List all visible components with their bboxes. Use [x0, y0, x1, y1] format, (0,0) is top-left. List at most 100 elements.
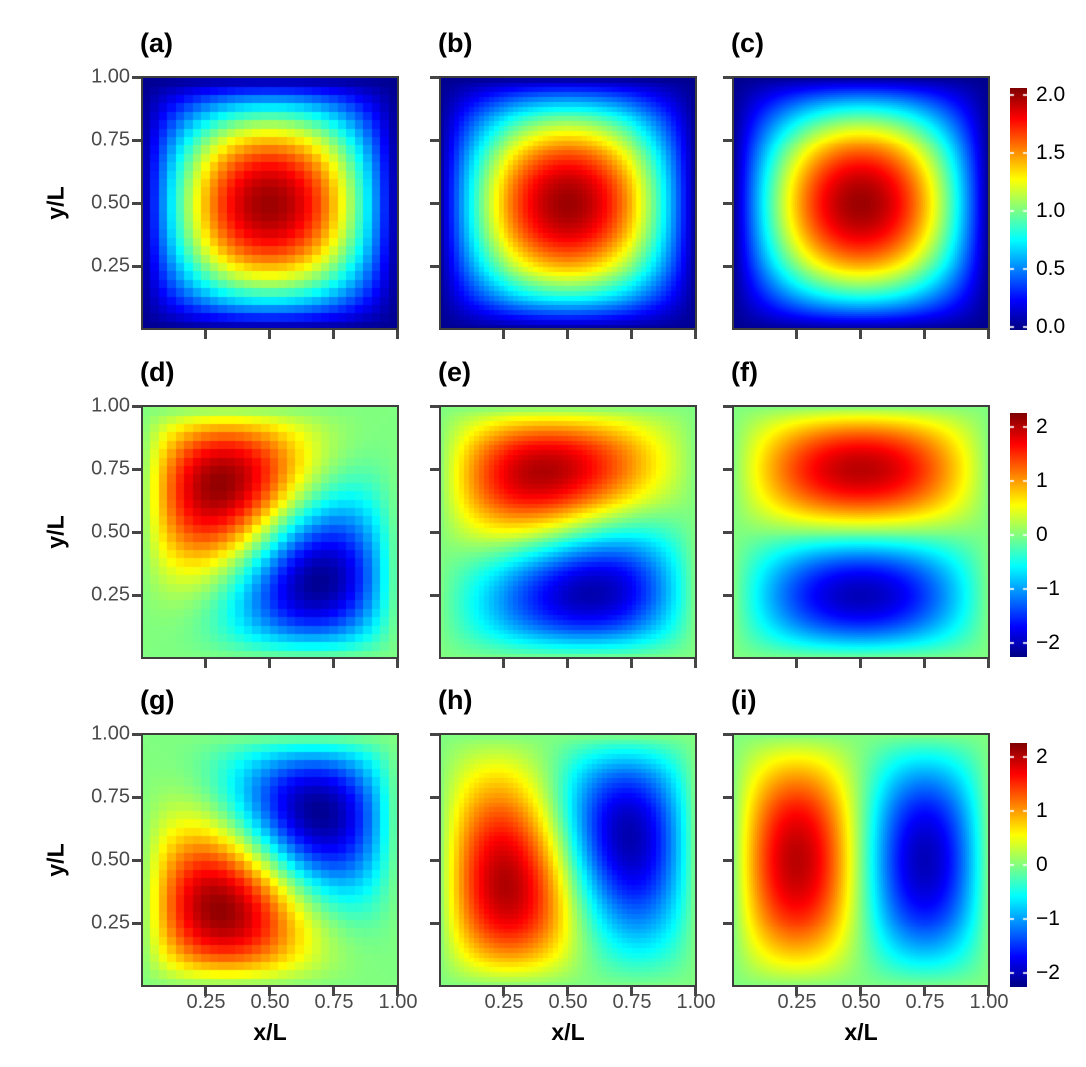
- x-axis-tick-mark: [795, 659, 798, 668]
- x-axis-tick-mark: [566, 659, 569, 668]
- colorbar-tick-label: 2.0: [1036, 83, 1066, 106]
- x-tick-label: 0.25: [777, 991, 817, 1013]
- y-axis-tick-mark: [132, 138, 141, 142]
- y-axis-tick-mark: [132, 467, 141, 471]
- heatmap-canvas-d: [142, 406, 398, 658]
- colorbar-tick-label: 0: [1036, 853, 1048, 876]
- y-axis-tick-mark: [430, 75, 439, 79]
- colorbar-tick-label: −2: [1036, 961, 1060, 984]
- x-axis-title-col3: x/L: [844, 1019, 878, 1045]
- colorbar-tick-label: 2: [1036, 415, 1048, 438]
- x-axis-tick-mark: [630, 987, 633, 996]
- y-axis-tick-mark: [132, 201, 141, 205]
- x-axis-tick-mark: [694, 330, 697, 339]
- heatmap-panel-h: [430, 732, 697, 996]
- y-tick-label: 0.25: [91, 583, 130, 606]
- colorbar-tick-label: 2: [1036, 745, 1048, 768]
- x-axis-tick-mark: [923, 987, 926, 996]
- y-axis-tick-mark: [723, 530, 732, 534]
- heatmap-panel-i: [723, 732, 990, 996]
- y-axis-tick-mark: [430, 201, 439, 205]
- y-tick-label: 1.00: [91, 65, 130, 88]
- y-tick-label: 0.75: [91, 128, 130, 151]
- panel-label-a: (a): [140, 28, 173, 58]
- y-axis-tick-mark: [132, 264, 141, 268]
- y-tick-label: 0.25: [91, 911, 130, 934]
- x-tick-label: 1.00: [969, 991, 1009, 1013]
- x-tick-label: 1.00: [676, 991, 716, 1013]
- panel-label-h: (h): [438, 685, 473, 715]
- x-axis-tick-mark: [566, 330, 569, 339]
- y-axis-tick-mark: [723, 593, 732, 597]
- colorbar-tick-label: 1.0: [1036, 199, 1066, 222]
- y-axis-tick-mark: [723, 732, 732, 736]
- x-axis-tick-mark: [204, 659, 207, 668]
- heatmap-canvas-g: [142, 734, 398, 986]
- y-axis-title-row3: y/L: [42, 843, 69, 877]
- colorbar-tick-label: 0: [1036, 523, 1048, 546]
- x-axis-tick-mark: [396, 659, 399, 668]
- y-axis-tick-mark: [132, 404, 141, 408]
- heatmap-canvas-h: [440, 734, 696, 986]
- y-tick-label: 0.50: [91, 191, 130, 214]
- y-axis-tick-mark: [430, 264, 439, 268]
- heatmap-canvas-e: [440, 406, 696, 658]
- panel-label-e: (e): [438, 357, 471, 387]
- colorbar-tick-label: 1: [1036, 469, 1048, 492]
- heatmap-canvas-i: [733, 734, 989, 986]
- y-axis-tick-mark: [723, 75, 732, 79]
- y-axis-tick-mark: [132, 530, 141, 534]
- y-axis-tick-mark: [430, 467, 439, 471]
- colorbar-tick-label: −2: [1036, 631, 1060, 654]
- y-tick-label: 1.00: [91, 722, 130, 745]
- y-axis-tick-mark: [723, 201, 732, 205]
- y-axis-tick-mark: [430, 138, 439, 142]
- x-tick-label: 0.75: [314, 991, 354, 1013]
- colorbar-tick-label: −1: [1036, 907, 1060, 930]
- panel-label-d: (d): [140, 357, 175, 387]
- x-axis-tick-mark: [204, 987, 207, 996]
- x-axis-tick-mark: [502, 659, 505, 668]
- y-tick-label: 0.25: [91, 254, 130, 277]
- x-axis-tick-mark: [332, 659, 335, 668]
- x-axis-tick-mark: [795, 330, 798, 339]
- heatmap-panel-d: [132, 404, 399, 668]
- y-axis-tick-mark: [430, 530, 439, 534]
- heatmap-panel-a: [132, 75, 399, 339]
- y-axis-tick-mark: [723, 467, 732, 471]
- panel-label-c: (c): [731, 28, 764, 58]
- x-axis-tick-mark: [630, 659, 633, 668]
- x-axis-tick-mark: [923, 330, 926, 339]
- colorbar-tick-label: 0.0: [1036, 315, 1066, 338]
- y-axis-tick-mark: [132, 593, 141, 597]
- y-tick-label: 1.00: [91, 394, 130, 417]
- y-axis-tick-mark: [430, 795, 439, 799]
- y-axis-tick-mark: [430, 732, 439, 736]
- colorbar-row3: [1010, 743, 1027, 987]
- x-axis-tick-mark: [859, 987, 862, 996]
- x-axis-tick-mark: [694, 987, 697, 996]
- colorbar-tick-label: 0.5: [1036, 257, 1066, 280]
- y-tick-label: 0.50: [91, 848, 130, 871]
- x-axis-tick-mark: [795, 987, 798, 996]
- y-axis-tick-mark: [132, 732, 141, 736]
- x-axis-tick-mark: [566, 987, 569, 996]
- x-tick-label: 0.50: [841, 991, 881, 1013]
- y-axis-tick-mark: [723, 138, 732, 142]
- y-axis-title-row2: y/L: [42, 515, 69, 549]
- y-axis-tick-mark: [430, 404, 439, 408]
- x-axis-tick-mark: [859, 659, 862, 668]
- x-axis-tick-mark: [694, 659, 697, 668]
- heatmap-panel-b: [430, 75, 697, 339]
- x-axis-tick-mark: [268, 987, 271, 996]
- x-axis-tick-mark: [396, 330, 399, 339]
- y-axis-tick-mark: [132, 75, 141, 79]
- y-axis-tick-mark: [723, 404, 732, 408]
- x-tick-label: 0.75: [612, 991, 652, 1013]
- x-axis-title-col2: x/L: [551, 1019, 585, 1045]
- x-tick-label: 0.25: [484, 991, 524, 1013]
- y-axis-tick-mark: [132, 921, 141, 925]
- y-axis-tick-mark: [430, 921, 439, 925]
- heatmap-panel-f: [723, 404, 990, 668]
